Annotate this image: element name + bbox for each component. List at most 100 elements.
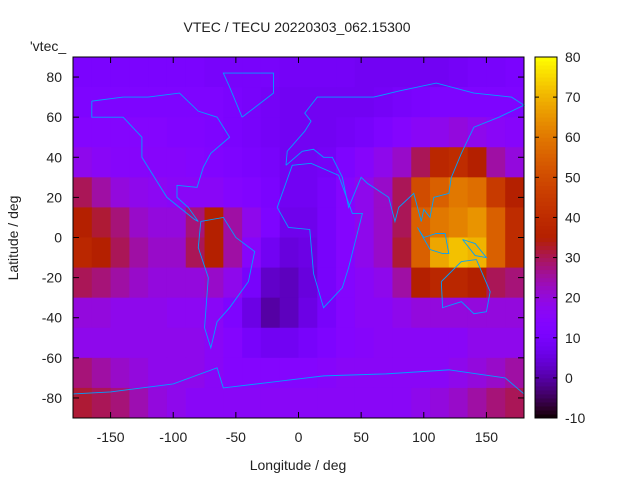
heatmap-cell xyxy=(298,177,318,208)
y-tick-label: -60 xyxy=(42,350,62,366)
heatmap-cell xyxy=(336,87,356,118)
heatmap-cell xyxy=(204,147,224,178)
colorbar-segment xyxy=(535,281,557,287)
heatmap-cell xyxy=(73,297,93,329)
heatmap-cell xyxy=(223,327,243,359)
heatmap-cell xyxy=(91,327,112,359)
x-tick-label: 0 xyxy=(295,429,303,445)
x-axis-ticks: -150 -100 -50 0 50 100 150 xyxy=(97,57,499,445)
heatmap-cell xyxy=(317,177,337,208)
heatmap-cell xyxy=(486,57,506,88)
heatmap-cell xyxy=(430,327,450,359)
colorbar-segment xyxy=(535,113,557,118)
heatmap-cell xyxy=(298,147,318,178)
heatmap-cell xyxy=(298,387,318,419)
heatmap-cell xyxy=(279,177,299,208)
heatmap-cell xyxy=(448,57,469,88)
colorbar-segment xyxy=(535,297,557,303)
colorbar-segment xyxy=(535,213,557,218)
colorbar-segment xyxy=(535,153,557,158)
heatmap-cell xyxy=(467,117,487,148)
heatmap-cell xyxy=(110,387,130,419)
colorbar-tick-label: 70 xyxy=(565,89,581,105)
heatmap-cell xyxy=(317,87,337,118)
heatmap-cell xyxy=(223,297,243,329)
heatmap-cell xyxy=(73,147,93,178)
heatmap-cell xyxy=(298,267,318,299)
heatmap-cell xyxy=(110,207,130,238)
heatmap-cell xyxy=(279,387,299,419)
heatmap-cell xyxy=(204,177,224,208)
heatmap-cell xyxy=(185,267,206,299)
heatmap-cell xyxy=(91,297,112,329)
colorbar-segment xyxy=(535,93,557,98)
colorbar-segment xyxy=(535,353,557,359)
colorbar-segment xyxy=(535,285,557,291)
heatmap-cell xyxy=(260,57,281,88)
colorbar-segment xyxy=(535,253,557,259)
heatmap-cell xyxy=(448,237,469,269)
colorbar-segment xyxy=(535,149,557,154)
heatmap-cell xyxy=(467,147,487,178)
heatmap-cell xyxy=(448,387,469,419)
heatmap-cell xyxy=(129,147,149,178)
colorbar-segment xyxy=(535,245,557,251)
colorbar-segment xyxy=(535,193,557,198)
x-tick-label: 50 xyxy=(353,429,369,445)
heatmap-cell xyxy=(373,57,393,88)
colorbar-segment xyxy=(535,89,557,94)
heatmap-cell xyxy=(91,117,112,148)
x-tick-label: 150 xyxy=(475,429,499,445)
heatmap-cell xyxy=(260,237,281,269)
coastline xyxy=(91,92,231,222)
heatmap-cell xyxy=(505,237,525,269)
heatmap-cell xyxy=(166,57,187,88)
heatmap-cell xyxy=(223,177,243,208)
heatmap-cell xyxy=(411,207,431,238)
colorbar-segment xyxy=(535,177,557,182)
heatmap-cell xyxy=(392,297,412,329)
colorbar-segment xyxy=(535,161,557,166)
colorbar-segment xyxy=(535,69,557,74)
colorbar-segment xyxy=(535,377,557,383)
heatmap-cell xyxy=(279,297,299,329)
heatmap-cell xyxy=(354,87,375,118)
colorbar-segment xyxy=(535,157,557,162)
heatmap-cell xyxy=(430,57,450,88)
colorbar-segment xyxy=(535,165,557,170)
heatmap-cell xyxy=(204,237,224,269)
coastline xyxy=(197,216,256,350)
colorbar-tick-label: 30 xyxy=(565,250,581,266)
colorbar-segment xyxy=(535,185,557,190)
heatmap-cell xyxy=(166,387,187,419)
heatmap-cell xyxy=(373,297,393,329)
heatmap-cell xyxy=(430,147,450,178)
heatmap-cell xyxy=(467,57,487,88)
colorbar-segment xyxy=(535,181,557,186)
heatmap-cell xyxy=(185,327,206,359)
x-tick-label: -50 xyxy=(226,429,246,445)
heatmap-cell xyxy=(185,147,206,178)
colorbar-segment xyxy=(535,201,557,206)
heatmap-cell xyxy=(392,117,412,148)
heatmap-cell xyxy=(242,87,262,118)
heatmap-cell xyxy=(430,387,450,419)
heatmap-cell xyxy=(298,327,318,359)
heatmap-cell xyxy=(129,87,149,118)
heatmap-cell xyxy=(185,207,206,238)
heatmap-cell xyxy=(430,297,450,329)
heatmap-cell xyxy=(148,207,168,238)
heatmap-cell xyxy=(411,267,431,299)
coastline xyxy=(72,367,525,395)
heatmap-cell xyxy=(223,267,243,299)
coastline xyxy=(285,82,525,224)
heatmap-cell xyxy=(279,327,299,359)
heatmap-cell xyxy=(129,207,149,238)
heatmap-cell xyxy=(486,177,506,208)
heatmap-cell xyxy=(336,327,356,359)
heatmap-cell xyxy=(430,207,450,238)
y-tick-label: 60 xyxy=(46,109,62,125)
heatmap-cell xyxy=(467,387,487,419)
heatmap-cell xyxy=(411,87,431,118)
heatmap-cell xyxy=(279,357,299,389)
